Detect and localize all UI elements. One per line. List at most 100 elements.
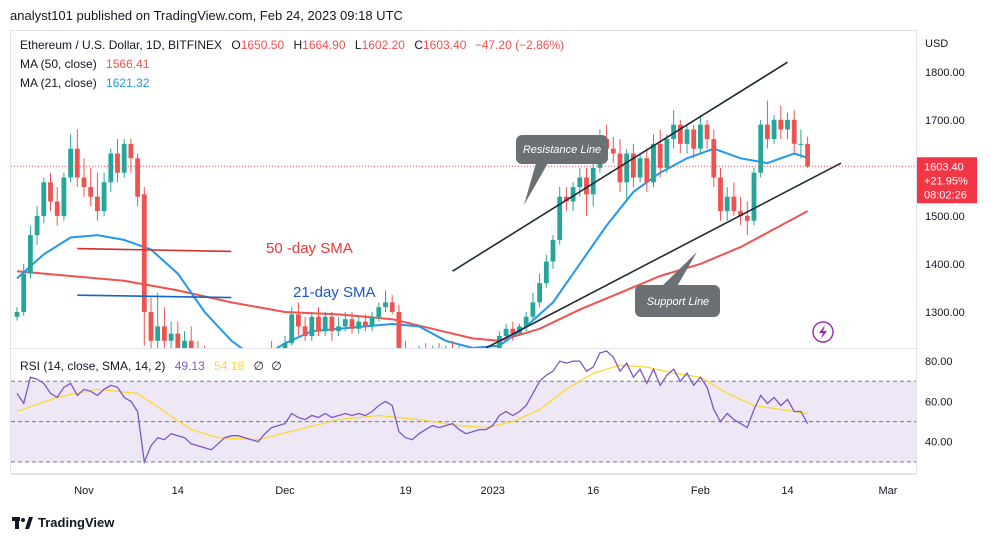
candle (758, 119, 764, 178)
rsi-legend[interactable]: RSI (14, close, SMA, 14, 2) 49.13 54.18 … (20, 359, 282, 373)
candle (691, 124, 697, 159)
candle (322, 311, 328, 336)
candle-body (550, 239, 556, 262)
candle-body (610, 148, 616, 154)
candle-body (778, 119, 784, 130)
rsi-band (11, 380, 916, 463)
candle (751, 167, 757, 226)
candle (537, 273, 542, 308)
candle-body (168, 333, 174, 341)
candle (296, 302, 301, 336)
candle-body (711, 139, 717, 178)
candle (289, 307, 295, 346)
candle-body (54, 201, 60, 216)
candle-body (282, 343, 288, 348)
candle-body (389, 302, 395, 312)
price-tick-label: 1800.00 (925, 67, 965, 79)
candle (363, 314, 368, 332)
candle (523, 311, 529, 332)
rsi-legend-extra-1: ∅ (253, 359, 264, 373)
candle (342, 311, 348, 332)
candle (14, 307, 20, 321)
candle-body (417, 353, 422, 367)
candle (74, 129, 80, 188)
candle (141, 187, 147, 346)
candle-body (570, 187, 576, 202)
candle-body (95, 196, 100, 212)
candle (564, 187, 569, 212)
candle-body (744, 215, 750, 221)
support-trendline (485, 162, 842, 348)
candle (54, 187, 60, 226)
candles-layer (14, 100, 810, 374)
rsi-sma-legend-value: 54.18 (214, 359, 245, 373)
candle (197, 340, 199, 348)
candle-body (356, 321, 362, 329)
candle (188, 326, 194, 348)
candle (543, 254, 549, 288)
candle-body (584, 177, 589, 195)
candle-body (369, 316, 375, 327)
candle (135, 153, 140, 207)
candle (376, 302, 382, 322)
candle-body (141, 194, 147, 312)
candle-body (74, 148, 80, 178)
candle (470, 355, 475, 367)
candle (771, 115, 777, 144)
candle (168, 321, 174, 348)
close-label: C (414, 38, 423, 52)
candle (484, 355, 489, 365)
candle-body (423, 353, 428, 358)
candle-body (396, 311, 402, 348)
candle (175, 321, 181, 348)
low-value: 1602.20 (361, 38, 405, 52)
candle-body (376, 307, 382, 317)
candle-body (437, 350, 442, 355)
candle-body (484, 360, 489, 362)
last-price-value: 1603.40 (924, 161, 964, 173)
candle (497, 331, 502, 348)
candle (791, 110, 797, 154)
candle (329, 311, 335, 341)
candle (684, 124, 690, 154)
candle-body (771, 119, 777, 140)
candle-body (805, 143, 810, 167)
time-tick-label: Dec (275, 485, 295, 497)
symbol-legend[interactable]: Ethereum / U.S. Dollar, 1D, BITFINEX O16… (20, 38, 564, 52)
candle-body (410, 360, 415, 367)
candle (48, 172, 53, 212)
candle-body (81, 177, 87, 188)
high-value: 1664.90 (302, 38, 346, 52)
candle-body (470, 360, 475, 362)
candle-body (677, 124, 683, 144)
candle-body (28, 235, 33, 274)
candle (410, 350, 415, 374)
candle (617, 139, 623, 192)
candle-body (651, 143, 656, 183)
ma50-legend-value: 1566.41 (106, 57, 150, 71)
candle (95, 172, 100, 221)
ma50-legend[interactable]: MA (50, close) 1566.41 (20, 57, 149, 71)
candle-body (336, 326, 341, 332)
tradingview-footer[interactable]: TradingView (12, 515, 114, 530)
lightning-icon[interactable] (812, 321, 834, 343)
ma21-legend[interactable]: MA (21, close) 1621.32 (20, 76, 149, 90)
candle (738, 196, 743, 226)
candle (637, 153, 643, 183)
rsi-tick-label: 40.00 (925, 437, 953, 449)
candle (336, 316, 341, 336)
ma50-line (16, 210, 809, 342)
change-value: −47.20 (−2.86%) (474, 38, 565, 52)
candle (731, 182, 737, 216)
time-tick-label: 16 (587, 485, 599, 497)
candle (101, 172, 107, 216)
candle-body (430, 350, 435, 357)
support-callout-label: Support Line (647, 296, 709, 308)
candle-body (691, 129, 697, 149)
candle-body (175, 333, 181, 348)
candle-body (537, 283, 542, 303)
time-tick-label: 14 (781, 485, 793, 497)
candle-body (14, 311, 20, 317)
